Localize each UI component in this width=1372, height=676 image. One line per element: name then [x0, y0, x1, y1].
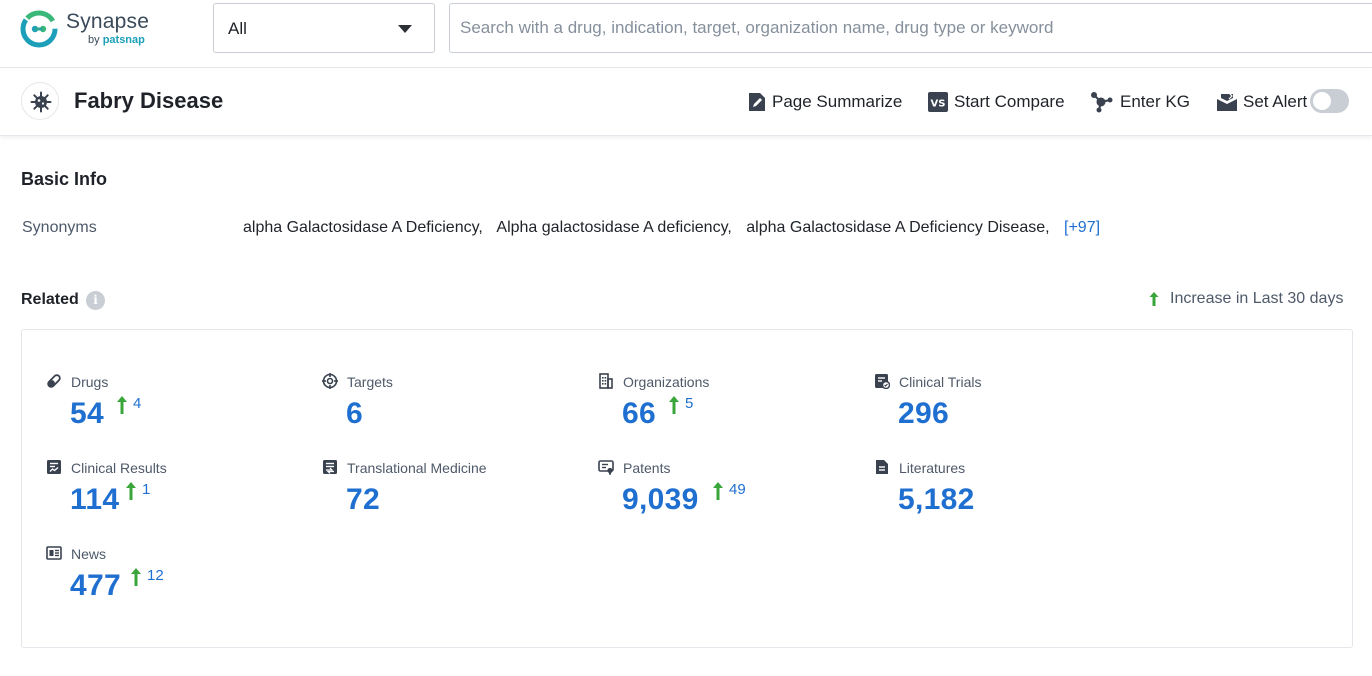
virus-icon: [30, 91, 52, 113]
synonym-item: alpha Galactosidase A Deficiency Disease…: [746, 219, 1049, 236]
stat-label: Clinical Results: [71, 460, 167, 476]
svg-text:VS: VS: [931, 99, 946, 110]
stat-label: Organizations: [623, 374, 709, 390]
set-alert-label: Set Alert: [1243, 92, 1307, 112]
stat-label: Literatures: [899, 460, 965, 476]
start-compare-label: Start Compare: [954, 92, 1065, 112]
stat-increase: 1: [125, 481, 150, 501]
synonym-item: Alpha galactosidase A deficiency,: [496, 219, 731, 236]
synonyms-label: Synonyms: [22, 219, 97, 237]
page-summarize-button[interactable]: Page Summarize: [748, 90, 902, 114]
arrow-up-icon: [668, 395, 680, 415]
stat-increase-value: 5: [685, 395, 693, 412]
arrow-up-icon: [130, 567, 142, 587]
arrow-up-icon: [116, 395, 128, 415]
stat-value[interactable]: 54: [70, 397, 104, 431]
stat-clinical-trials[interactable]: Clinical Trials 296: [874, 373, 1134, 443]
literature-icon: [874, 459, 890, 475]
logo-by-text: by: [88, 34, 100, 46]
stat-drugs[interactable]: Drugs 54 4: [46, 373, 306, 443]
increase-legend: Increase in Last 30 days: [1148, 290, 1343, 308]
synapse-logo[interactable]: Synapse by patsnap: [20, 10, 180, 50]
clinical-results-icon: [46, 459, 62, 475]
related-heading: Related: [21, 291, 79, 309]
page-title-bar: Fabry Disease Page Summarize VS Start Co…: [0, 68, 1372, 136]
set-alert-button[interactable]: Set Alert: [1217, 90, 1307, 114]
scope-select-value: All: [228, 19, 247, 39]
document-edit-icon: [748, 92, 766, 112]
info-icon[interactable]: i: [86, 291, 105, 310]
stat-label: Drugs: [71, 374, 108, 390]
scope-select[interactable]: All: [213, 3, 435, 53]
top-bar: Synapse by patsnap All: [0, 0, 1372, 68]
caret-down-icon: [398, 25, 412, 33]
logo-name: Synapse: [66, 10, 149, 34]
stat-increase-value: 49: [729, 481, 746, 498]
stat-value[interactable]: 6: [346, 397, 363, 431]
stat-label: Targets: [347, 374, 393, 390]
stat-label: News: [71, 546, 106, 562]
stat-increase-value: 12: [147, 567, 164, 584]
logo-brand: patsnap: [103, 34, 145, 46]
stat-organizations[interactable]: Organizations 66 5: [598, 373, 858, 443]
stat-clinical-results[interactable]: Clinical Results 114 1: [46, 459, 306, 529]
alert-toggle[interactable]: [1310, 89, 1349, 113]
arrow-up-icon: [712, 481, 724, 501]
stat-increase: 4: [116, 395, 141, 415]
clinical-trial-icon: [874, 373, 890, 389]
synonyms-list: alpha Galactosidase A Deficiency, Alpha …: [243, 219, 1110, 237]
stat-literatures[interactable]: Literatures 5,182: [874, 459, 1134, 529]
enter-kg-button[interactable]: Enter KG: [1090, 90, 1190, 114]
synonyms-more-link[interactable]: [+97]: [1064, 219, 1100, 236]
stat-news[interactable]: News 477 12: [46, 545, 306, 615]
stat-value[interactable]: 296: [898, 397, 949, 431]
toggle-knob: [1313, 92, 1331, 110]
search-input[interactable]: [449, 3, 1372, 53]
news-icon: [46, 545, 62, 561]
stat-value[interactable]: 5,182: [898, 483, 975, 517]
stat-value[interactable]: 114: [70, 483, 119, 517]
stat-value[interactable]: 72: [346, 483, 380, 517]
stat-translational-medicine[interactable]: Translational Medicine 72: [322, 459, 582, 529]
stat-label: Patents: [623, 460, 670, 476]
patent-icon: [598, 459, 614, 475]
arrow-up-icon: [125, 481, 137, 501]
stat-increase: 12: [130, 567, 164, 587]
alert-mail-icon: [1217, 93, 1237, 111]
increase-legend-label: Increase in Last 30 days: [1170, 290, 1343, 308]
stat-label: Clinical Trials: [899, 374, 981, 390]
synapse-logo-icon: [20, 10, 58, 48]
pill-icon: [46, 373, 62, 389]
building-icon: [598, 373, 614, 389]
stat-increase: 5: [668, 395, 693, 415]
page-title: Fabry Disease: [74, 88, 223, 114]
stat-value[interactable]: 66: [622, 397, 656, 431]
target-icon: [322, 373, 338, 389]
related-stats-card: Drugs 54 4 Targets 6 Organizations 66 5: [21, 329, 1353, 648]
stat-increase: 49: [712, 481, 746, 501]
synonym-item: alpha Galactosidase A Deficiency,: [243, 219, 483, 236]
stat-label: Translational Medicine: [347, 460, 487, 476]
compare-vs-icon: VS: [928, 92, 948, 112]
translational-medicine-icon: [322, 459, 338, 475]
knowledge-graph-icon: [1090, 91, 1114, 113]
disease-avatar: [21, 82, 59, 120]
stat-patents[interactable]: Patents 9,039 49: [598, 459, 858, 529]
basic-info-heading: Basic Info: [21, 169, 107, 190]
arrow-up-icon: [1148, 291, 1160, 307]
stat-increase-value: 1: [142, 481, 150, 498]
stat-increase-value: 4: [133, 395, 141, 412]
enter-kg-label: Enter KG: [1120, 92, 1190, 112]
stat-targets[interactable]: Targets 6: [322, 373, 582, 443]
logo-byline: by patsnap: [88, 34, 145, 46]
stat-value[interactable]: 477: [70, 569, 121, 603]
start-compare-button[interactable]: VS Start Compare: [928, 90, 1065, 114]
stat-value[interactable]: 9,039: [622, 483, 699, 517]
page-summarize-label: Page Summarize: [772, 92, 902, 112]
